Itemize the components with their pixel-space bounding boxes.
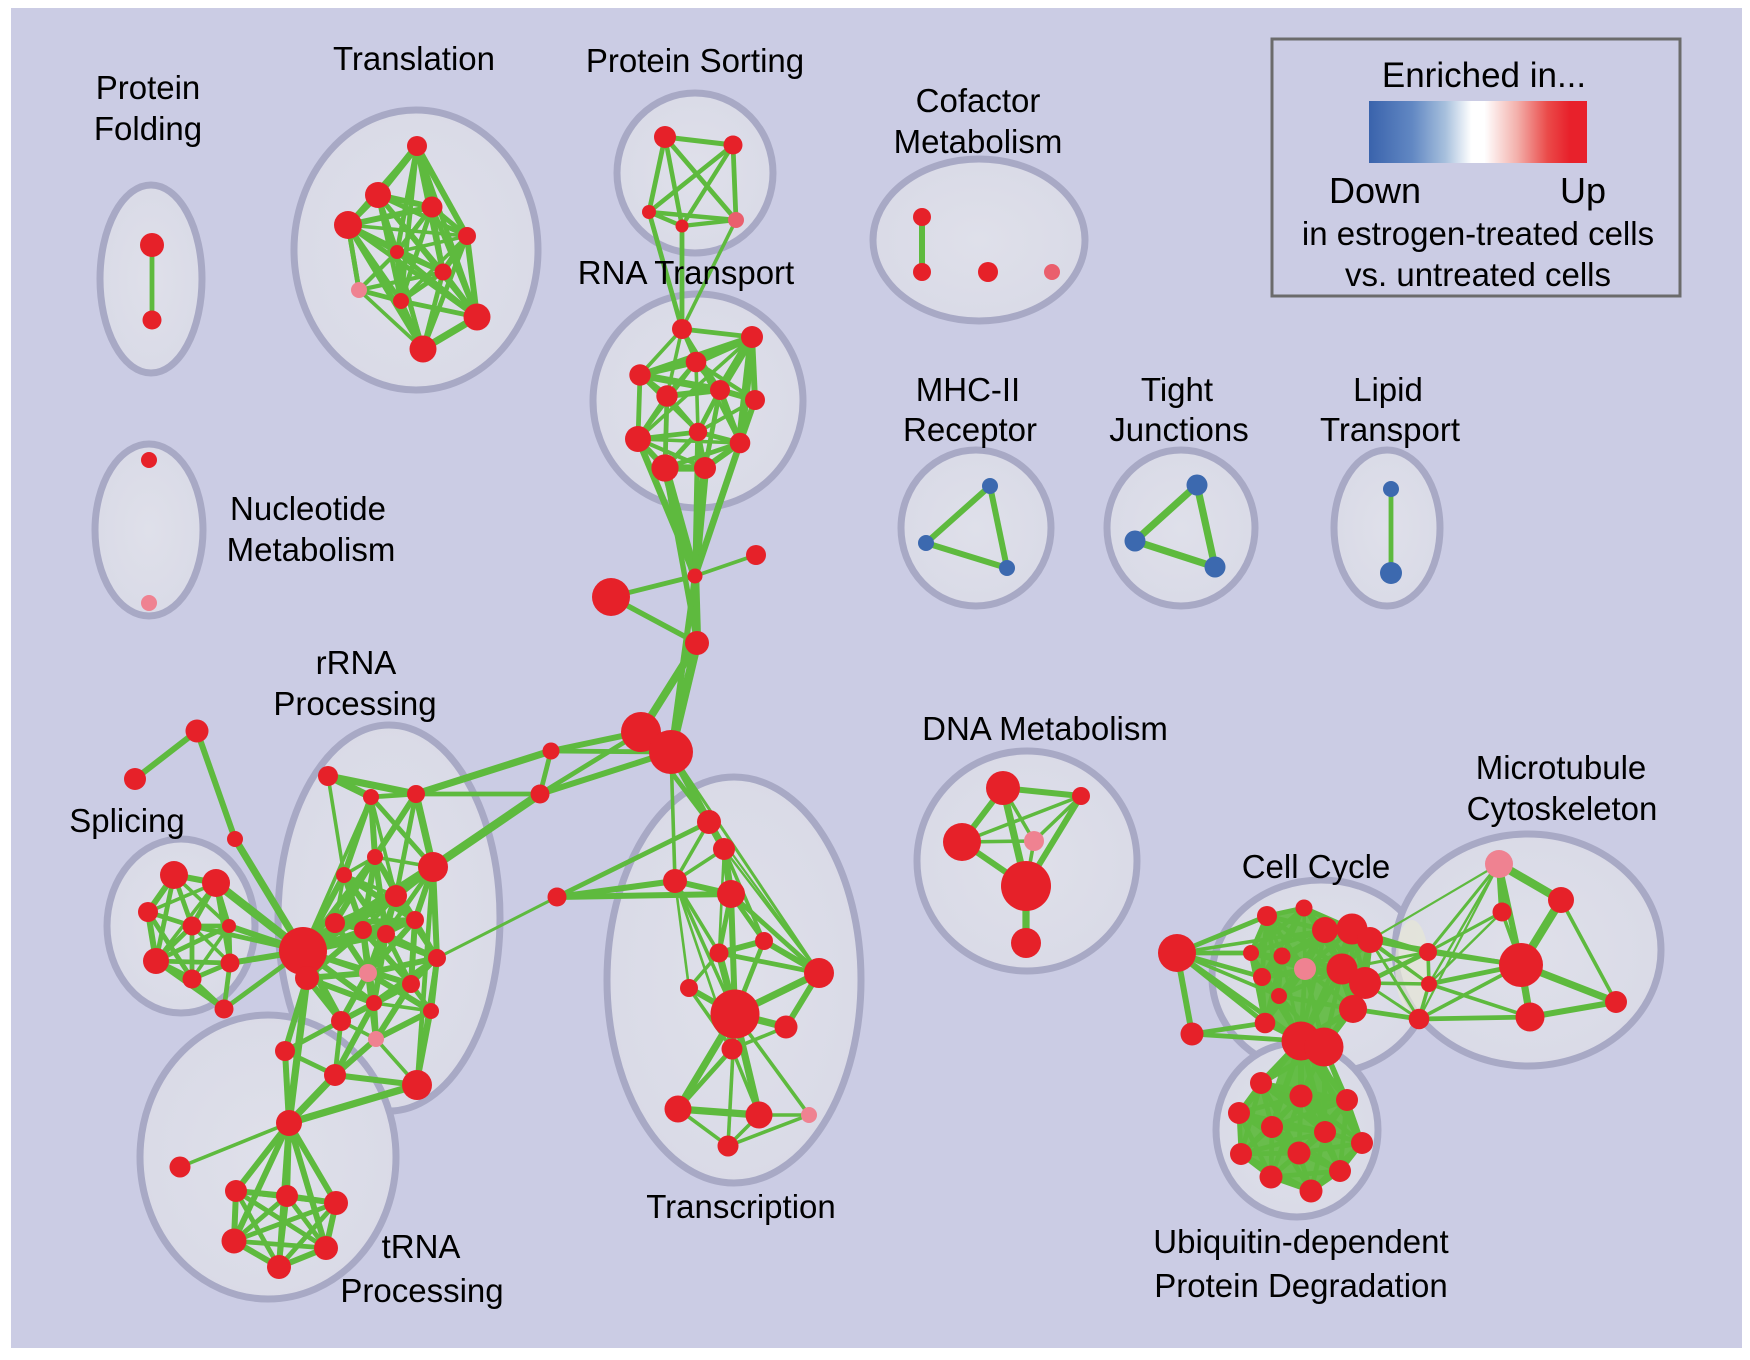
svg-text:Receptor: Receptor	[903, 411, 1037, 448]
svg-text:Metabolism: Metabolism	[894, 123, 1063, 160]
svg-text:Metabolism: Metabolism	[227, 531, 396, 568]
svg-text:Cytoskeleton: Cytoskeleton	[1467, 790, 1658, 827]
svg-text:RNA Transport: RNA Transport	[578, 254, 794, 291]
svg-text:tRNA: tRNA	[382, 1228, 461, 1265]
svg-text:Processing: Processing	[273, 685, 436, 722]
svg-text:Folding: Folding	[94, 110, 202, 147]
svg-text:Translation: Translation	[333, 40, 495, 77]
svg-text:Protein: Protein	[96, 69, 201, 106]
svg-text:Protein Sorting: Protein Sorting	[586, 42, 804, 79]
svg-text:MHC-II: MHC-II	[916, 371, 1020, 408]
svg-text:Junctions: Junctions	[1109, 411, 1248, 448]
svg-text:Down: Down	[1329, 170, 1421, 211]
svg-text:Lipid: Lipid	[1353, 371, 1423, 408]
svg-text:Ubiquitin-dependent: Ubiquitin-dependent	[1153, 1223, 1448, 1260]
svg-text:Microtubule: Microtubule	[1476, 749, 1647, 786]
svg-text:Processing: Processing	[340, 1272, 503, 1309]
svg-text:Transcription: Transcription	[646, 1188, 836, 1225]
svg-text:Splicing: Splicing	[69, 802, 185, 839]
svg-text:Protein Degradation: Protein Degradation	[1154, 1267, 1448, 1304]
svg-text:Enriched in...: Enriched in...	[1382, 56, 1586, 95]
svg-text:Tight: Tight	[1141, 371, 1213, 408]
svg-text:Cell Cycle: Cell Cycle	[1242, 848, 1391, 885]
svg-text:DNA Metabolism: DNA Metabolism	[922, 710, 1168, 747]
svg-text:Up: Up	[1560, 170, 1606, 211]
svg-text:Cofactor: Cofactor	[916, 82, 1041, 119]
svg-text:in estrogen-treated cells: in estrogen-treated cells	[1302, 215, 1654, 252]
svg-text:Transport: Transport	[1320, 411, 1460, 448]
svg-text:rRNA: rRNA	[316, 644, 397, 681]
svg-text:vs. untreated cells: vs. untreated cells	[1345, 256, 1611, 293]
svg-text:Nucleotide: Nucleotide	[230, 490, 386, 527]
